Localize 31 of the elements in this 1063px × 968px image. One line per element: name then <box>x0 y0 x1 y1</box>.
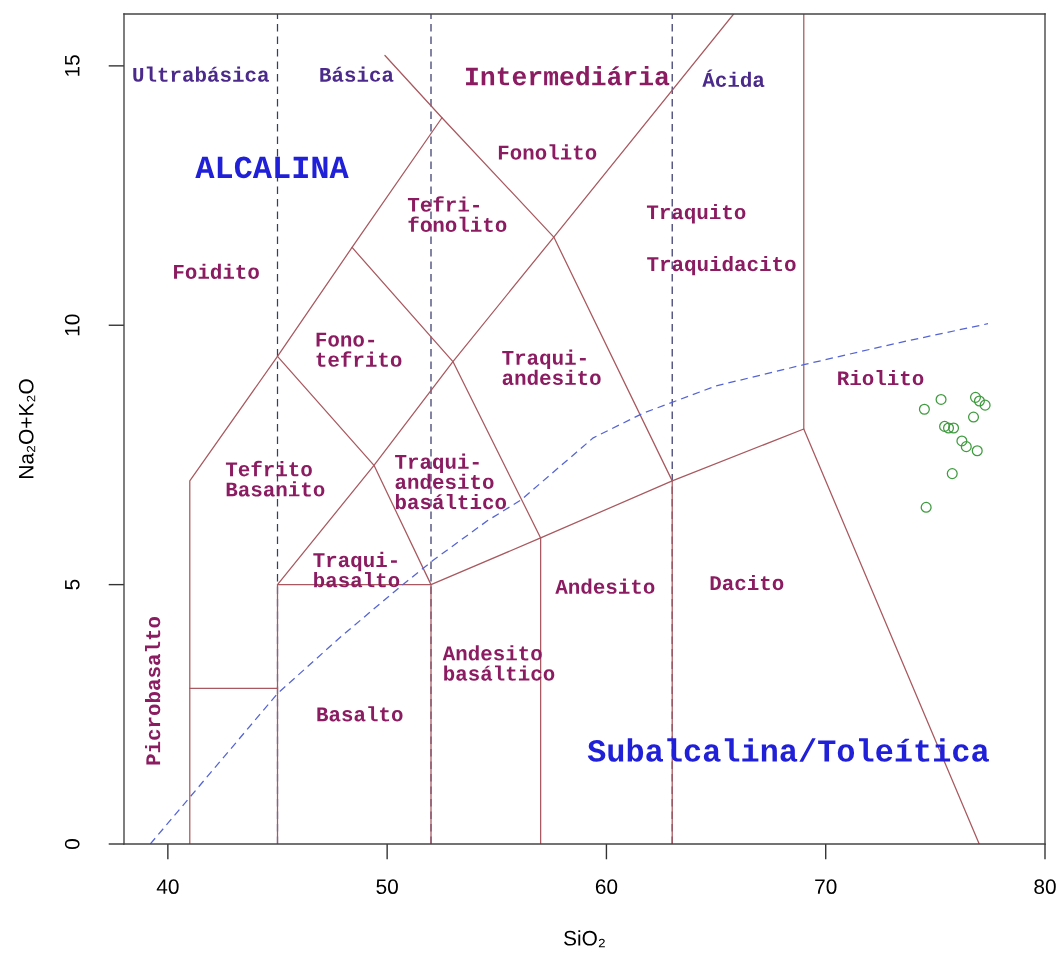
annotation: Básica <box>320 66 394 82</box>
annotation: Traqui- basalto <box>313 551 400 588</box>
annotation: Tefri- fonolito <box>407 196 507 232</box>
y-tick-label: 10 <box>64 314 80 336</box>
annotation: Traqui- andesito basáltico <box>395 453 507 510</box>
annotation: Dacito <box>710 574 784 591</box>
x-tick-label: 40 <box>156 879 179 895</box>
annotation: Tefrito Basanito <box>225 460 325 497</box>
annotation: Fono- tefrito <box>316 332 402 367</box>
annotation: Ácida <box>702 69 765 88</box>
annotation: Fonolito <box>498 144 597 160</box>
x-tick-label: 80 <box>1034 879 1056 895</box>
x-axis-title: SiO₂ <box>564 930 605 948</box>
annotation: Ultrabásica <box>133 66 269 82</box>
y-tick-label: 15 <box>65 55 80 76</box>
annotation: Intermediária <box>466 66 670 86</box>
annotation: Picrobasalto <box>144 616 161 765</box>
annotation: Traquidacito <box>647 255 796 276</box>
y-axis-title: Na₂O+K₂O <box>18 379 36 478</box>
annotation: Basalto <box>317 706 403 722</box>
x-tick-label: 70 <box>815 879 837 895</box>
annotation: Traquito <box>646 204 746 224</box>
y-tick-label: 0 <box>64 839 80 849</box>
annotation: Riolito <box>838 370 924 386</box>
annotation: Andesito <box>555 578 655 594</box>
y-tick-label: 5 <box>65 579 80 590</box>
annotation: Foidito <box>174 263 259 279</box>
x-tick-label: 50 <box>376 879 398 895</box>
annotation: Traqui- andesito <box>502 349 601 386</box>
x-tick-label: 60 <box>595 879 618 895</box>
annotation: ALCALINA <box>195 156 349 179</box>
